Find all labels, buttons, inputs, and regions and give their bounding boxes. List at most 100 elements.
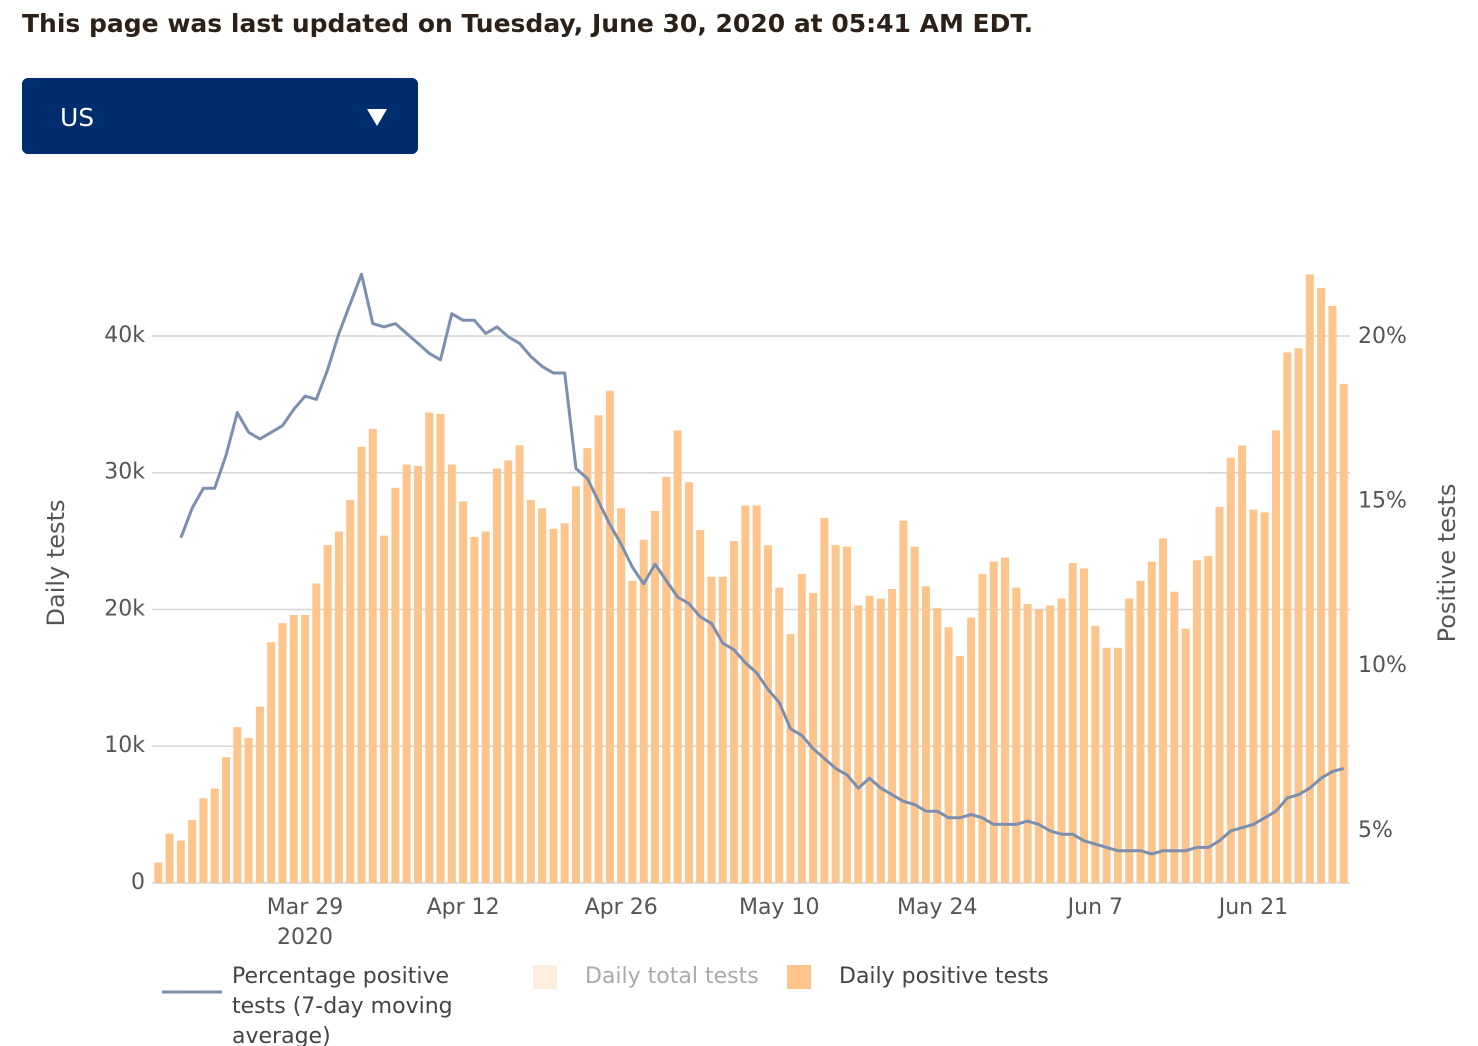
bar (481, 531, 490, 883)
y2-axis-label: Positive tests (1433, 484, 1461, 643)
bar (549, 528, 558, 883)
x-tick-label: Jun 21 (1217, 895, 1288, 920)
bar (1238, 445, 1247, 883)
bar (651, 511, 660, 883)
bar (1271, 430, 1280, 883)
legend-label[interactable]: Percentage positive tests (7-day moving … (232, 964, 453, 1046)
bar (413, 465, 422, 883)
bar (165, 833, 174, 883)
bar (233, 727, 242, 883)
bar (244, 738, 253, 883)
bar (1159, 538, 1168, 883)
bar (1305, 274, 1314, 884)
y-tick-label: 40k (104, 323, 145, 348)
bar (1080, 568, 1089, 883)
bar (967, 617, 976, 883)
bar (188, 820, 197, 883)
bar (447, 464, 456, 883)
bar (775, 587, 784, 883)
bar (560, 523, 569, 883)
bar (210, 788, 219, 883)
bar (1023, 604, 1032, 883)
bar (752, 505, 761, 883)
bar (1057, 598, 1066, 883)
bar (1181, 628, 1190, 883)
bar (526, 500, 535, 883)
bar (639, 539, 648, 883)
bar (1317, 288, 1326, 883)
bar (1068, 562, 1077, 883)
bar (255, 706, 264, 883)
bar (888, 588, 897, 883)
bar (1249, 509, 1258, 883)
bar (673, 430, 682, 883)
y2-tick-label: 10% (1358, 653, 1407, 678)
bar (1102, 647, 1111, 883)
bar (1328, 305, 1337, 883)
legend-label[interactable]: Daily total tests (585, 964, 759, 989)
bar (865, 595, 874, 883)
bar (267, 642, 276, 883)
bar (504, 460, 513, 883)
legend-swatch (533, 965, 557, 989)
bar (436, 413, 445, 883)
bar (492, 468, 501, 883)
bar (278, 623, 287, 883)
bar (933, 608, 942, 883)
bar (1283, 352, 1292, 884)
bar (1192, 560, 1201, 883)
bar (594, 415, 603, 883)
bar (662, 476, 671, 883)
bar (617, 508, 626, 883)
bar (809, 593, 818, 883)
bar (1170, 591, 1179, 883)
x-tick-label: Apr 12 (427, 895, 500, 920)
bar (515, 445, 524, 883)
y2-tick-label: 15% (1358, 489, 1407, 514)
bar (1136, 580, 1145, 883)
bar (1215, 506, 1224, 883)
bar (1001, 557, 1010, 883)
y-tick-label: 0 (131, 870, 145, 895)
bar (1091, 625, 1100, 883)
bar (402, 464, 411, 883)
x-year-label: 2020 (277, 925, 333, 950)
bar (730, 541, 739, 883)
bar (312, 583, 321, 883)
bar (346, 500, 355, 883)
x-tick-label: May 24 (897, 895, 977, 920)
bar (459, 501, 468, 883)
y2-tick-label: 20% (1358, 324, 1407, 349)
legend-label[interactable]: Daily positive tests (839, 964, 1049, 989)
y-tick-label: 20k (104, 596, 145, 621)
bar (222, 757, 231, 883)
region-select-value[interactable]: US (60, 103, 94, 132)
bar (1204, 556, 1213, 883)
bar (289, 614, 298, 883)
x-tick-label: Mar 29 (267, 895, 344, 920)
x-tick-label: May 10 (739, 895, 819, 920)
region-select[interactable] (22, 78, 418, 154)
bar (763, 545, 772, 883)
bar (696, 530, 705, 883)
bar (368, 428, 377, 883)
bar (301, 614, 310, 883)
bar (1125, 598, 1134, 883)
bar (1012, 587, 1021, 883)
bar (842, 546, 851, 883)
bar (380, 535, 389, 883)
bar (820, 517, 829, 883)
bar (1147, 561, 1156, 883)
bar (538, 508, 547, 883)
dropdown-arrow[interactable] (367, 109, 387, 126)
bar (955, 655, 964, 883)
bar (876, 598, 885, 883)
line (179, 272, 1345, 856)
bar (684, 482, 693, 883)
bar (944, 627, 953, 883)
y-tick-label: 30k (104, 460, 145, 485)
legend-swatch (787, 965, 811, 989)
x-tick-label: Jun 7 (1066, 895, 1123, 920)
